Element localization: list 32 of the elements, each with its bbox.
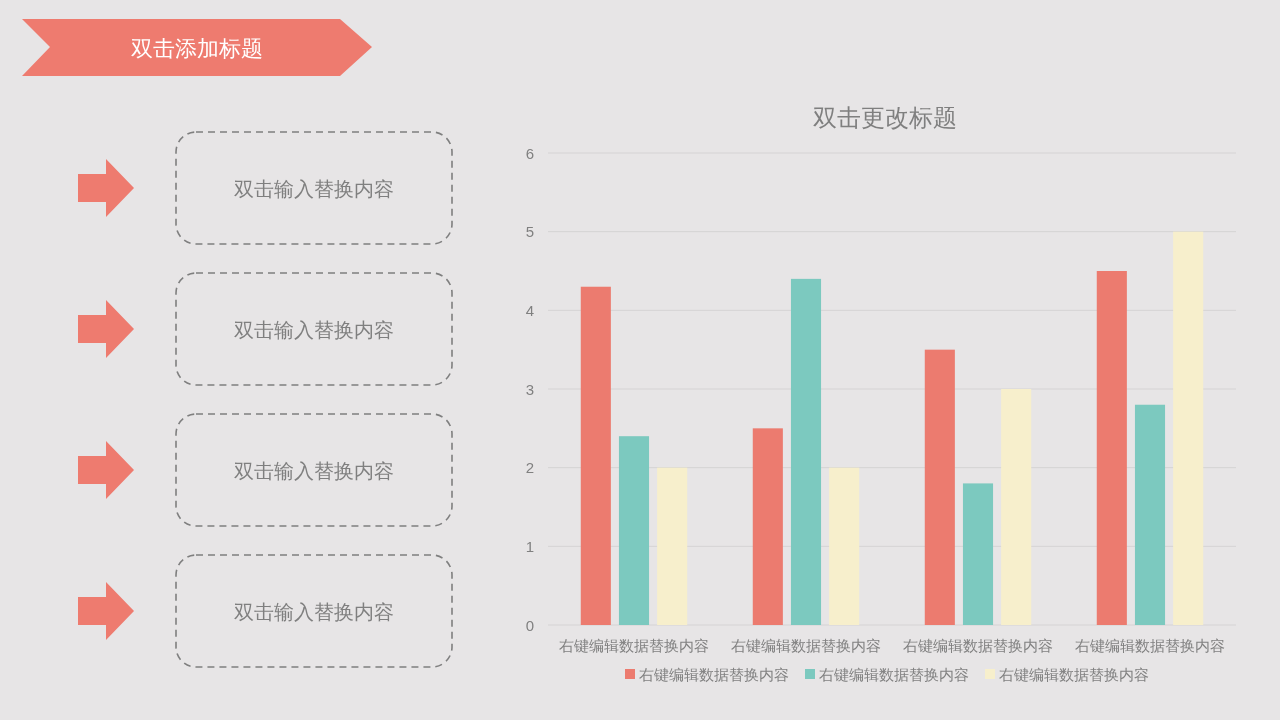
y-tick-label: 0 <box>525 616 534 634</box>
legend-label: 右键编辑数据替换内容 <box>999 665 1149 683</box>
text: 双击输入替换内容 <box>234 460 394 482</box>
bar <box>962 483 994 625</box>
bar <box>657 467 688 625</box>
bar <box>790 278 822 625</box>
text: 双击输入替换内容 <box>234 178 394 200</box>
bar <box>1001 389 1032 625</box>
x-tick-label: 右键编辑数据替换内容 <box>1075 636 1225 654</box>
x-tick-label: 右键编辑数据替换内容 <box>731 636 881 654</box>
y-tick-label: 4 <box>525 301 534 319</box>
x-tick-label: 右键编辑数据替换内容 <box>903 636 1053 654</box>
text: 双击输入替换内容 <box>234 601 394 623</box>
bar <box>1173 231 1204 625</box>
y-tick-label: 1 <box>525 537 534 555</box>
y-tick-label: 6 <box>525 144 534 162</box>
bar <box>618 436 650 625</box>
legend-label: 右键编辑数据替换内容 <box>819 665 969 683</box>
bar <box>829 467 860 625</box>
x-tick-label: 右键编辑数据替换内容 <box>559 636 709 654</box>
bar <box>1096 271 1127 625</box>
bar <box>1134 404 1166 625</box>
y-tick-label: 3 <box>525 380 534 398</box>
text: 双击输入替换内容 <box>234 319 394 341</box>
legend-label: 右键编辑数据替换内容 <box>639 665 789 683</box>
chart-title: 双击更改标题 <box>813 103 957 131</box>
y-tick-label: 2 <box>525 459 534 477</box>
bar <box>924 349 955 625</box>
text: 双击添加标题 <box>131 35 263 61</box>
y-tick-label: 5 <box>525 223 534 241</box>
bar <box>752 428 783 625</box>
bar <box>580 286 611 625</box>
